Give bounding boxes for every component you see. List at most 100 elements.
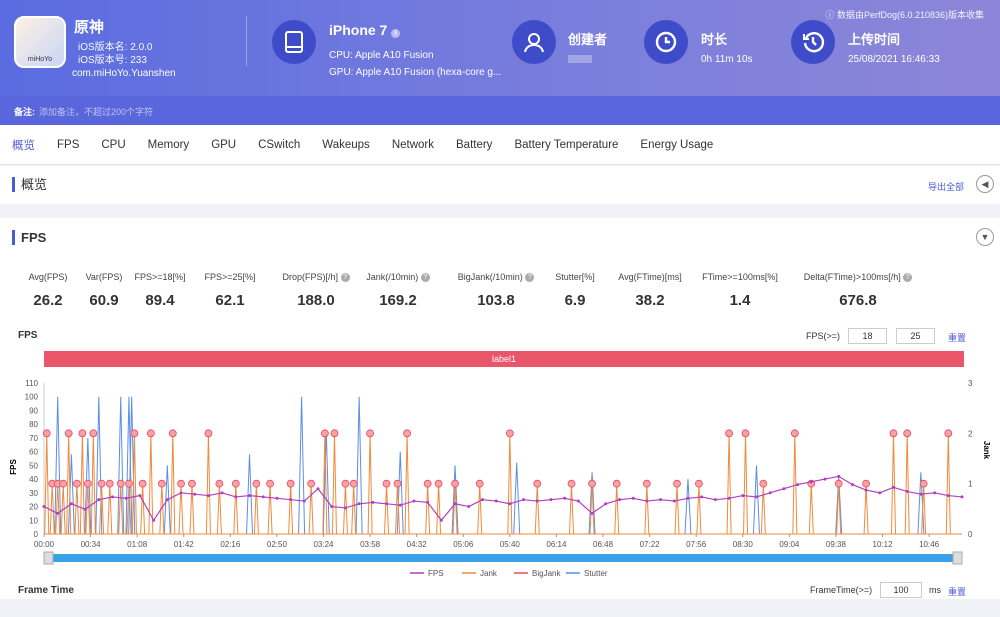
stutter-spike	[54, 396, 62, 535]
stat-item: Stutter[%] 6.9	[515, 272, 635, 309]
note-field[interactable]: 备注: 添加备注，不超过200个字符	[0, 96, 1000, 125]
frametime-threshold-label: FrameTime(>=)	[810, 585, 873, 595]
fps-point	[796, 483, 800, 487]
cpu-info: CPU: Apple A10 Fusion	[329, 50, 434, 61]
stat-value: 1.4	[729, 292, 751, 309]
jank-spike	[253, 483, 259, 535]
stutter-spike	[246, 454, 254, 535]
jank-spike	[614, 483, 620, 535]
y-tick-label: 0	[34, 530, 39, 539]
tab-5[interactable]: CSwitch	[258, 138, 301, 151]
fps-point	[111, 495, 115, 499]
fps-point	[42, 505, 46, 509]
fps-point	[165, 498, 169, 502]
tab-1[interactable]: FPS	[57, 138, 80, 151]
help-icon[interactable]: ?	[903, 273, 913, 283]
fps-threshold-1-input[interactable]: 18	[848, 328, 887, 344]
tab-3[interactable]: Memory	[147, 138, 190, 151]
tab-9[interactable]: Battery Temperature	[514, 138, 619, 151]
fps-point	[686, 496, 690, 500]
stat-item: FPS>=18[%] 89.4	[100, 272, 220, 309]
frametime-reset-link[interactable]: 重置	[948, 587, 967, 597]
jank-spike	[890, 433, 896, 535]
x-tick-label: 05:06	[453, 540, 474, 549]
legend-item[interactable]: Stutter	[584, 569, 608, 578]
legend-item[interactable]: FPS	[428, 569, 444, 578]
stutter-spike	[95, 396, 103, 535]
help-icon[interactable]: ?	[340, 273, 350, 283]
fps-point	[330, 505, 334, 509]
jank-point	[759, 479, 768, 488]
fps-point	[97, 498, 101, 502]
overview-title: 概览	[12, 177, 47, 192]
export-all-link[interactable]: 导出全部	[927, 182, 964, 192]
label-bar[interactable]: label1	[44, 351, 964, 367]
tab-7[interactable]: Network	[391, 138, 434, 151]
tab-6[interactable]: Wakeups	[322, 138, 370, 151]
x-tick-label: 01:42	[174, 540, 195, 549]
stutter-spike	[117, 396, 125, 535]
jank-spike	[216, 483, 222, 535]
fps-point	[69, 502, 73, 506]
tab-2[interactable]: CPU	[101, 138, 126, 151]
jank-spike	[477, 483, 483, 535]
y2-tick-label: 1	[968, 480, 973, 489]
help-icon[interactable]: ?	[525, 273, 535, 283]
x-tick-label: 09:04	[779, 540, 800, 549]
fps-threshold-2-input[interactable]: 25	[896, 328, 935, 344]
help-icon[interactable]: ?	[420, 273, 430, 283]
jank-spike	[743, 433, 749, 535]
jank-point	[366, 429, 374, 438]
stat-item: Jank(/10min) ? 169.2	[338, 272, 458, 309]
jank-spike	[233, 483, 239, 535]
jank-point	[215, 479, 224, 488]
jank-spike	[90, 433, 96, 535]
jank-point	[475, 479, 484, 488]
jank-point	[168, 429, 177, 438]
legend-item[interactable]: BigJank	[532, 569, 561, 578]
jank-spike	[674, 483, 680, 535]
device-icon	[272, 20, 316, 64]
range-slider-handle-right[interactable]	[952, 551, 963, 565]
info-icon[interactable]: i	[391, 29, 401, 38]
jank-point	[434, 479, 443, 488]
tab-bar: 概览 FPS CPU Memory GPU CSwitch Wakeups Network Ba…	[0, 125, 1000, 165]
stutter-spike	[752, 465, 760, 535]
tab-0[interactable]: 概览	[12, 139, 35, 152]
range-slider-handle-left[interactable]	[43, 551, 54, 565]
jank-spike	[569, 483, 575, 535]
tab-8[interactable]: Battery	[456, 138, 493, 151]
fps-point	[713, 498, 717, 502]
fps-point	[480, 498, 484, 502]
jank-point	[695, 479, 703, 488]
note-input[interactable]: 添加备注，不超过200个字符	[39, 107, 154, 117]
legend-item[interactable]: Jank	[480, 569, 498, 578]
reset-link[interactable]: 重置	[948, 333, 967, 343]
fps-point	[138, 494, 142, 498]
fps-point	[700, 495, 704, 499]
tab-10[interactable]: Energy Usage	[640, 138, 714, 151]
jank-spike	[760, 483, 766, 535]
jank-spike	[425, 483, 431, 535]
collapse-down-button[interactable]: ▼	[976, 228, 994, 246]
history-icon	[791, 20, 835, 64]
x-tick-label: 01:08	[127, 540, 148, 549]
fps-point	[179, 491, 183, 495]
jank-spike	[178, 483, 184, 535]
y-tick-label: 20	[29, 503, 38, 512]
gpu-info: GPU: Apple A10 Fusion (hexa-core g...	[329, 67, 502, 78]
collapse-left-button[interactable]: ◀	[976, 175, 994, 193]
jank-spike	[79, 433, 85, 535]
stat-value: 6.9	[564, 292, 586, 309]
fps-point	[289, 498, 293, 502]
tab-4[interactable]: GPU	[211, 138, 237, 151]
stutter-spike	[355, 396, 363, 535]
fps-point	[631, 496, 635, 500]
fps-chart[interactable]: 0 10 20 30 40 50 60 70 80 90 100 110 0 1 2 3 FPS Jank 00:0…	[0, 372, 1000, 617]
frametime-threshold-input[interactable]: 100	[880, 582, 922, 598]
jank-spike	[170, 433, 176, 535]
y-tick-label: 70	[29, 434, 38, 443]
x-tick-label: 00:34	[81, 540, 102, 549]
stutter-spike	[84, 437, 92, 535]
app-icon: miHoYo	[14, 16, 66, 68]
